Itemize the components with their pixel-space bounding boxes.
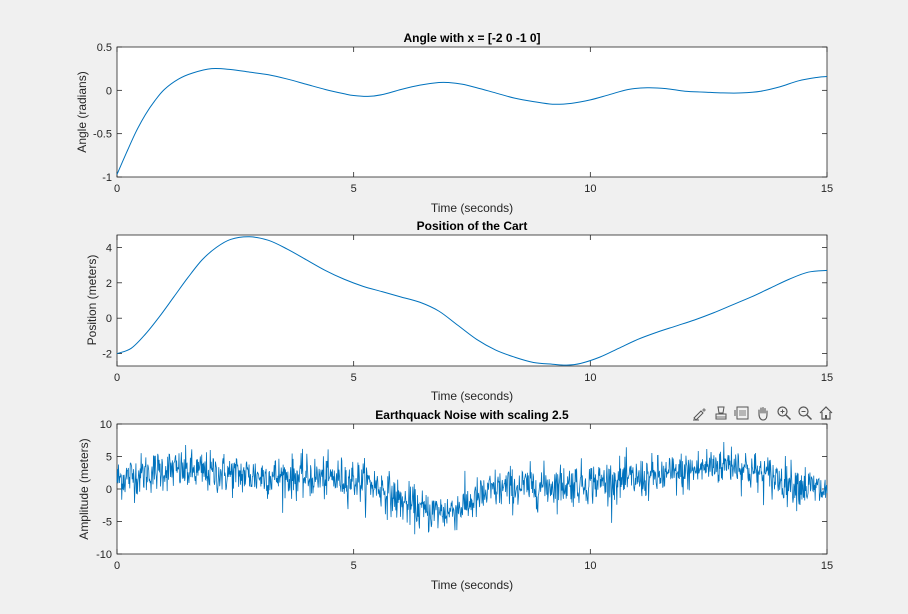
noise-y-axis-label: Amplitude (meters) <box>77 438 91 539</box>
position-x-axis-label: Time (seconds) <box>431 389 513 403</box>
noise-chart-title: Earthquack Noise with scaling 2.5 <box>375 408 569 422</box>
x-tick-label: 10 <box>584 372 596 384</box>
x-tick-label: 5 <box>351 372 357 384</box>
x-tick-label: 10 <box>584 560 596 572</box>
y-tick-label: 0.5 <box>97 42 112 54</box>
position-y-axis-label: Position (meters) <box>85 255 99 346</box>
x-tick-label: 0 <box>114 372 120 384</box>
angle-chart-title: Angle with x = [-2 0 -1 0] <box>403 31 540 45</box>
y-tick-label: 10 <box>100 419 112 431</box>
y-tick-label: 0 <box>106 85 112 97</box>
y-tick-label: 0 <box>106 313 112 325</box>
axes-toolbar <box>690 403 836 423</box>
y-tick-label: -2 <box>102 349 112 361</box>
y-tick-label: 5 <box>106 452 112 464</box>
angle-x-axis-label: Time (seconds) <box>431 201 513 215</box>
y-tick-label: 2 <box>106 278 112 290</box>
home-icon[interactable] <box>816 403 836 423</box>
x-tick-label: 15 <box>821 372 833 384</box>
angle-axes[interactable]: Angle with x = [-2 0 -1 0] Time (seconds… <box>75 31 833 215</box>
y-tick-label: 4 <box>106 242 112 254</box>
restore-view-icon[interactable] <box>732 403 752 423</box>
angle-y-axis-label: Angle (radians) <box>75 71 89 152</box>
noise-x-axis-label: Time (seconds) <box>431 578 513 592</box>
position-series-line <box>116 236 828 366</box>
angle-series-line <box>116 67 828 175</box>
x-tick-label: 0 <box>114 183 120 195</box>
y-tick-label: -1 <box>102 172 112 184</box>
noise-series-line <box>116 441 828 535</box>
x-tick-label: 10 <box>584 183 596 195</box>
y-tick-label: 0 <box>106 484 112 496</box>
x-tick-label: 15 <box>821 560 833 572</box>
position-axes[interactable]: Position of the Cart Time (seconds) Posi… <box>85 219 833 403</box>
zoom-in-icon[interactable] <box>774 403 794 423</box>
data-tips-icon[interactable] <box>711 403 731 423</box>
x-tick-label: 5 <box>351 183 357 195</box>
x-tick-label: 15 <box>821 183 833 195</box>
noise-axes[interactable]: Earthquack Noise with scaling 2.5 Time (… <box>77 408 833 592</box>
brush-icon[interactable] <box>690 403 710 423</box>
x-tick-label: 5 <box>351 560 357 572</box>
position-chart-title: Position of the Cart <box>417 219 528 233</box>
pan-icon[interactable] <box>753 403 773 423</box>
y-tick-label: -10 <box>96 549 112 561</box>
y-tick-label: -5 <box>102 517 112 529</box>
zoom-out-icon[interactable] <box>795 403 815 423</box>
y-tick-label: -0.5 <box>93 129 112 141</box>
x-tick-label: 0 <box>114 560 120 572</box>
